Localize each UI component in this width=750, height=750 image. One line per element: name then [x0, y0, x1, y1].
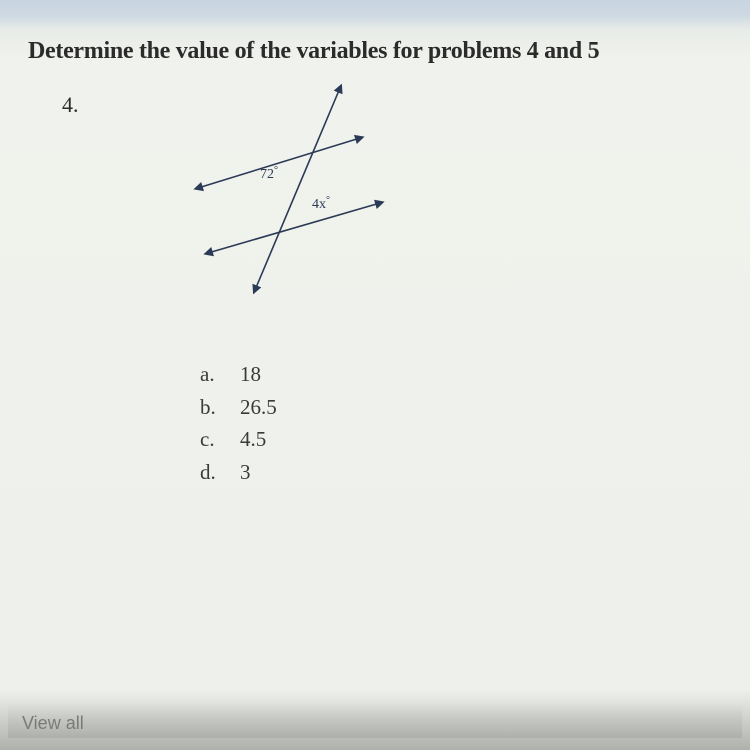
answer-label: c.: [200, 423, 240, 456]
worksheet-page: Determine the value of the variables for…: [0, 0, 750, 750]
diagram-labels: 72° 4x°: [260, 165, 330, 212]
answer-row: c.4.5: [200, 423, 277, 456]
view-all-bar[interactable]: View all: [8, 705, 742, 738]
diagram-line: [198, 138, 360, 188]
answer-value: 26.5: [240, 391, 277, 424]
angle-label: 4x°: [312, 195, 330, 212]
question-number: 4.: [62, 92, 79, 118]
page-title: Determine the value of the variables for…: [28, 38, 599, 65]
answer-label: d.: [200, 456, 240, 489]
answer-value: 18: [240, 358, 261, 391]
answer-row: a.18: [200, 358, 277, 391]
answer-choices: a.18b.26.5c.4.5d.3: [200, 358, 277, 488]
angle-label: 72°: [260, 165, 278, 182]
answer-label: a.: [200, 358, 240, 391]
answer-value: 3: [240, 456, 251, 489]
answer-value: 4.5: [240, 423, 266, 456]
geometry-diagram: 72° 4x°: [160, 78, 420, 318]
answer-row: b.26.5: [200, 391, 277, 424]
diagram-svg: 72° 4x°: [160, 78, 420, 318]
diagram-line: [208, 203, 380, 253]
diagram-lines: [198, 88, 380, 290]
answer-label: b.: [200, 391, 240, 424]
diagram-line: [255, 88, 340, 290]
answer-row: d.3: [200, 456, 277, 489]
